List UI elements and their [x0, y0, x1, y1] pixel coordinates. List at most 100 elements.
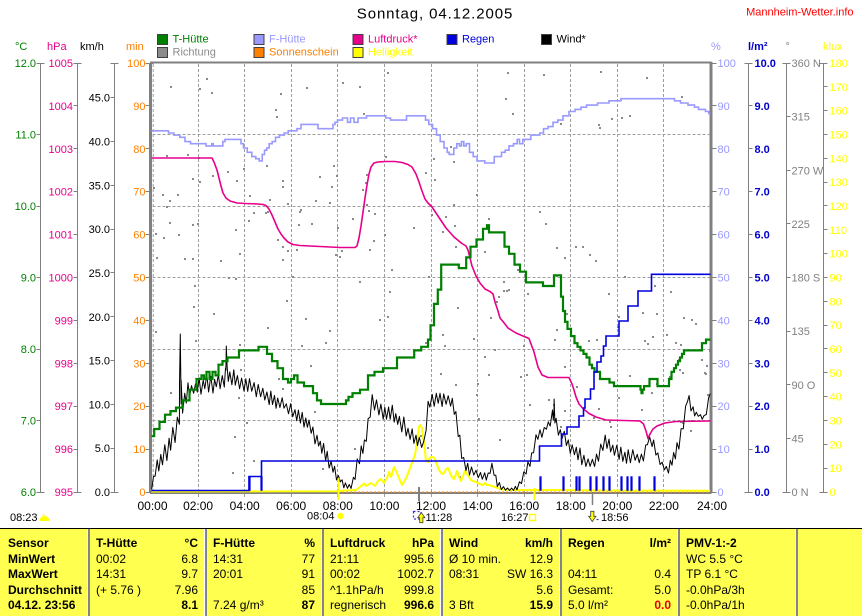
svg-text:30.0: 30.0 — [89, 224, 110, 236]
svg-text:135: 135 — [792, 326, 810, 338]
svg-text:8.0: 8.0 — [755, 144, 770, 156]
svg-text:998: 998 — [55, 358, 73, 370]
svg-text:90: 90 — [830, 272, 842, 284]
svg-text:225: 225 — [792, 219, 810, 231]
svg-text:18:00: 18:00 — [556, 499, 586, 513]
svg-text:°: ° — [786, 41, 790, 53]
svg-text:5.0: 5.0 — [95, 443, 110, 455]
svg-text:50: 50 — [133, 273, 145, 285]
svg-text:30: 30 — [133, 358, 145, 370]
svg-text:10: 10 — [133, 444, 145, 456]
svg-text:min: min — [126, 41, 144, 53]
svg-text:Richtung: Richtung — [173, 47, 216, 59]
svg-text:Mannheim-Wetter.info: Mannheim-Wetter.info — [746, 7, 853, 19]
svg-text:40: 40 — [133, 315, 145, 327]
svg-text:km/h: km/h — [80, 41, 104, 53]
svg-text:120: 120 — [830, 201, 848, 213]
svg-text:997: 997 — [55, 401, 73, 413]
svg-text:16:00: 16:00 — [509, 499, 539, 513]
svg-text:90: 90 — [718, 101, 730, 113]
svg-text:Wind*: Wind* — [557, 34, 587, 46]
svg-text:50: 50 — [718, 273, 730, 285]
svg-text:60: 60 — [133, 230, 145, 242]
svg-text:10.0: 10.0 — [89, 399, 110, 411]
svg-text:315: 315 — [792, 112, 810, 124]
svg-text:80: 80 — [718, 144, 730, 156]
svg-text:8.0: 8.0 — [21, 344, 36, 356]
svg-text:170: 170 — [830, 82, 848, 94]
svg-text:02:00: 02:00 — [183, 499, 213, 513]
svg-text:Luftdruck*: Luftdruck* — [368, 34, 418, 46]
svg-text:10: 10 — [718, 444, 730, 456]
svg-text:70: 70 — [718, 187, 730, 199]
svg-text:14:00: 14:00 — [463, 499, 493, 513]
svg-text:1003: 1003 — [49, 144, 73, 156]
svg-text:90: 90 — [133, 101, 145, 113]
svg-text:12.0: 12.0 — [15, 58, 36, 70]
svg-text:4.0: 4.0 — [755, 315, 770, 327]
svg-text:Regen: Regen — [462, 34, 494, 46]
svg-text:20: 20 — [133, 401, 145, 413]
svg-text:1.0: 1.0 — [755, 444, 770, 456]
svg-text:1001: 1001 — [49, 230, 73, 242]
svg-text:1005: 1005 — [49, 58, 73, 70]
svg-text:11:28: 11:28 — [426, 512, 453, 524]
svg-text:F-Hütte: F-Hütte — [269, 34, 306, 46]
svg-text:50: 50 — [830, 368, 842, 380]
svg-text:6.0: 6.0 — [755, 230, 770, 242]
svg-text:30: 30 — [830, 415, 842, 427]
svg-text:08:04: 08:04 — [307, 511, 335, 523]
svg-text:100: 100 — [718, 58, 736, 70]
svg-text:360 N: 360 N — [792, 58, 821, 70]
svg-text:20:00: 20:00 — [602, 499, 632, 513]
svg-text:7.0: 7.0 — [21, 416, 36, 428]
svg-text:45: 45 — [792, 433, 804, 445]
svg-text:70: 70 — [133, 187, 145, 199]
svg-text:0: 0 — [718, 487, 724, 499]
svg-text:24:00: 24:00 — [697, 499, 727, 513]
svg-text:6.0: 6.0 — [21, 487, 36, 499]
svg-text:12:00: 12:00 — [416, 499, 446, 513]
svg-text:2.0: 2.0 — [755, 401, 770, 413]
svg-text:35.0: 35.0 — [89, 180, 110, 192]
svg-text:140: 140 — [830, 153, 848, 165]
svg-text:10.0: 10.0 — [15, 201, 36, 213]
svg-text:40: 40 — [718, 315, 730, 327]
svg-text:70: 70 — [830, 320, 842, 332]
svg-text:100: 100 — [127, 58, 145, 70]
svg-text:25.0: 25.0 — [89, 268, 110, 280]
svg-text:999: 999 — [55, 315, 73, 327]
svg-text:T-Hütte: T-Hütte — [173, 34, 209, 46]
svg-text:45.0: 45.0 — [89, 93, 110, 105]
svg-text:06:00: 06:00 — [276, 499, 306, 513]
svg-text:Sonntag, 04.12.2005: Sonntag, 04.12.2005 — [357, 6, 513, 23]
svg-text:0: 0 — [139, 487, 145, 499]
svg-text:klux: klux — [823, 41, 843, 53]
svg-text:10: 10 — [830, 463, 842, 475]
svg-text:3.0: 3.0 — [755, 358, 770, 370]
svg-text:80: 80 — [133, 144, 145, 156]
svg-text:hPa: hPa — [47, 41, 67, 53]
svg-text:110: 110 — [830, 225, 848, 237]
svg-text:Sonnenschein: Sonnenschein — [269, 47, 339, 59]
svg-text:15.0: 15.0 — [89, 356, 110, 368]
svg-text:0.0: 0.0 — [755, 487, 770, 499]
svg-text:1004: 1004 — [49, 101, 73, 113]
svg-text:7.0: 7.0 — [755, 187, 770, 199]
svg-text:16:27: 16:27 — [501, 512, 529, 524]
svg-text:08:23: 08:23 — [10, 512, 38, 524]
svg-text:0.0: 0.0 — [95, 487, 110, 499]
svg-text:°C: °C — [15, 41, 27, 53]
svg-text:180 S: 180 S — [792, 273, 821, 285]
svg-text:00:00: 00:00 — [137, 499, 167, 513]
svg-text:180: 180 — [830, 58, 848, 70]
svg-text:160: 160 — [830, 106, 848, 118]
svg-text:995: 995 — [55, 487, 73, 499]
svg-text:30: 30 — [718, 358, 730, 370]
svg-text:%: % — [711, 41, 721, 53]
svg-text:04:00: 04:00 — [230, 499, 260, 513]
svg-text:40: 40 — [830, 392, 842, 404]
svg-text:20: 20 — [718, 401, 730, 413]
svg-text:08:00: 08:00 — [323, 499, 353, 513]
svg-text:996: 996 — [55, 444, 73, 456]
